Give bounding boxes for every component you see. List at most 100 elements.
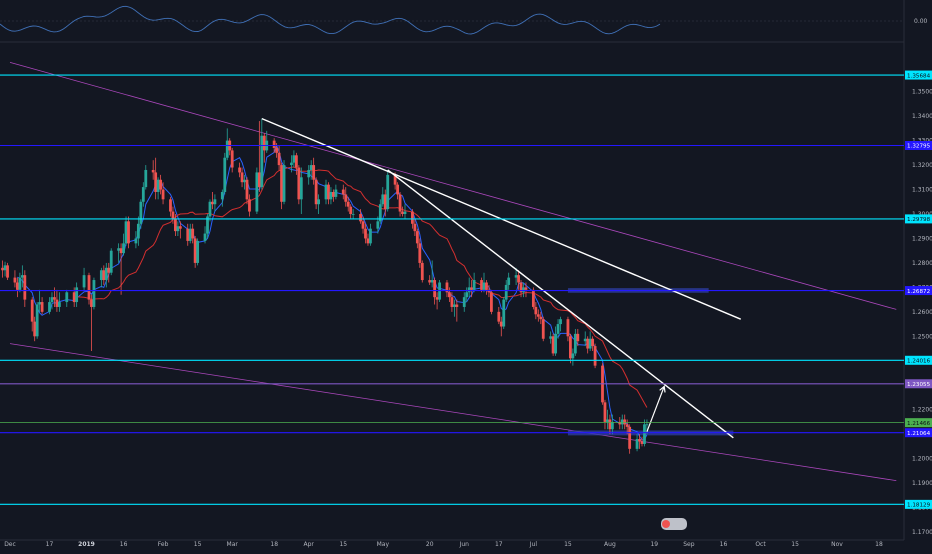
candle-body [640,441,644,444]
candle-body [554,333,557,354]
candle-body [297,167,301,200]
candle-body [292,155,296,163]
candle-body [57,302,61,307]
candle-body [90,299,93,307]
candle-body [282,165,286,202]
candle-body [127,221,130,244]
x-tick-label: Aug [604,541,616,548]
candle-body [462,297,466,307]
candle-body [470,287,474,290]
candle-body [502,299,506,327]
candle-body [151,169,155,173]
candle-body [411,211,414,224]
price-level-tag [905,214,932,224]
price-level-tag [905,70,932,80]
price-levels: 1.35684 1.32795 1.29798 1.26872 1.24016 1.230… [0,70,932,509]
candle-body [275,147,279,153]
event-marker-icon [662,520,670,528]
candle-body [188,228,192,241]
x-tick-label: Jun [459,541,470,548]
candle-body [16,282,19,290]
price-level-tag [905,286,932,296]
candle-body [262,135,266,151]
candle-body [186,228,190,241]
candle-body [3,265,7,271]
oscillator-value-label: 0.00 [914,18,928,25]
candle-body [329,191,333,200]
candle-body [593,346,597,366]
x-tick-label: 2019 [78,541,95,548]
x-tick-label: Mar [227,541,239,548]
candle-body [20,275,24,278]
candle-body [312,165,316,180]
candle-body [171,211,175,219]
candle-body [317,199,320,205]
candle-body [606,419,609,422]
candle-body [208,201,212,217]
candle-body [23,275,27,300]
x-tick-label: 20 [426,541,434,548]
candle-body [522,287,525,293]
candle-body [514,275,518,278]
candle-body [583,338,587,342]
candle-body [33,321,37,337]
candle-body [452,304,456,307]
candle-body [551,336,555,354]
candle-body [119,248,123,254]
candle-body [161,189,165,200]
candle-body [428,280,432,283]
candle-body [586,338,590,349]
candle-body [566,319,570,337]
candle-body [109,250,113,273]
candle-body [364,228,367,239]
x-tick-label: Sep [683,541,695,548]
candle-body [324,184,328,200]
candle-body [334,189,338,197]
x-tick-label: 16 [720,541,728,548]
candle-body [576,333,580,342]
candle-body [541,319,545,339]
candle-body [450,297,454,307]
x-tick-label: 15 [339,541,347,548]
candle-body [72,292,76,303]
candle-body [280,165,283,202]
candle-body [588,338,592,349]
candle-body [341,189,345,195]
candle-body [638,439,641,442]
candle-body [396,184,399,195]
x-tick-label: 18 [270,541,278,548]
candle-body [134,238,138,244]
candle-body [240,172,244,183]
candle-body [92,280,96,307]
candle-body [307,169,311,178]
candle-body [178,226,182,229]
candle-body [223,157,227,192]
candle-body [628,426,632,449]
candle-body [213,199,217,205]
candle-body [117,248,121,251]
candle-body [401,211,404,214]
candle-body [445,282,449,293]
candle-body [238,167,241,173]
candle-body [556,324,560,334]
candle-body [196,240,200,263]
candle-body [413,223,417,232]
candle-body [294,155,298,168]
y-tick-label: 1.22000 [912,407,932,414]
candle-body [378,204,382,222]
candle-body [359,214,362,222]
candle-body [30,299,34,322]
candle-body [490,292,493,312]
price-level-label: 1.21064 [907,431,931,437]
y-tick-label: 1.29000 [912,236,932,243]
candle-body [13,277,17,283]
candle-body [519,282,523,293]
candle-body [403,211,407,214]
candle-body [608,419,612,430]
price-level-label: 1.23055 [907,382,931,388]
y-tick-label: 1.28000 [912,260,932,267]
candle-body [272,140,276,148]
candle-body [40,302,44,312]
candle-body [35,304,39,337]
